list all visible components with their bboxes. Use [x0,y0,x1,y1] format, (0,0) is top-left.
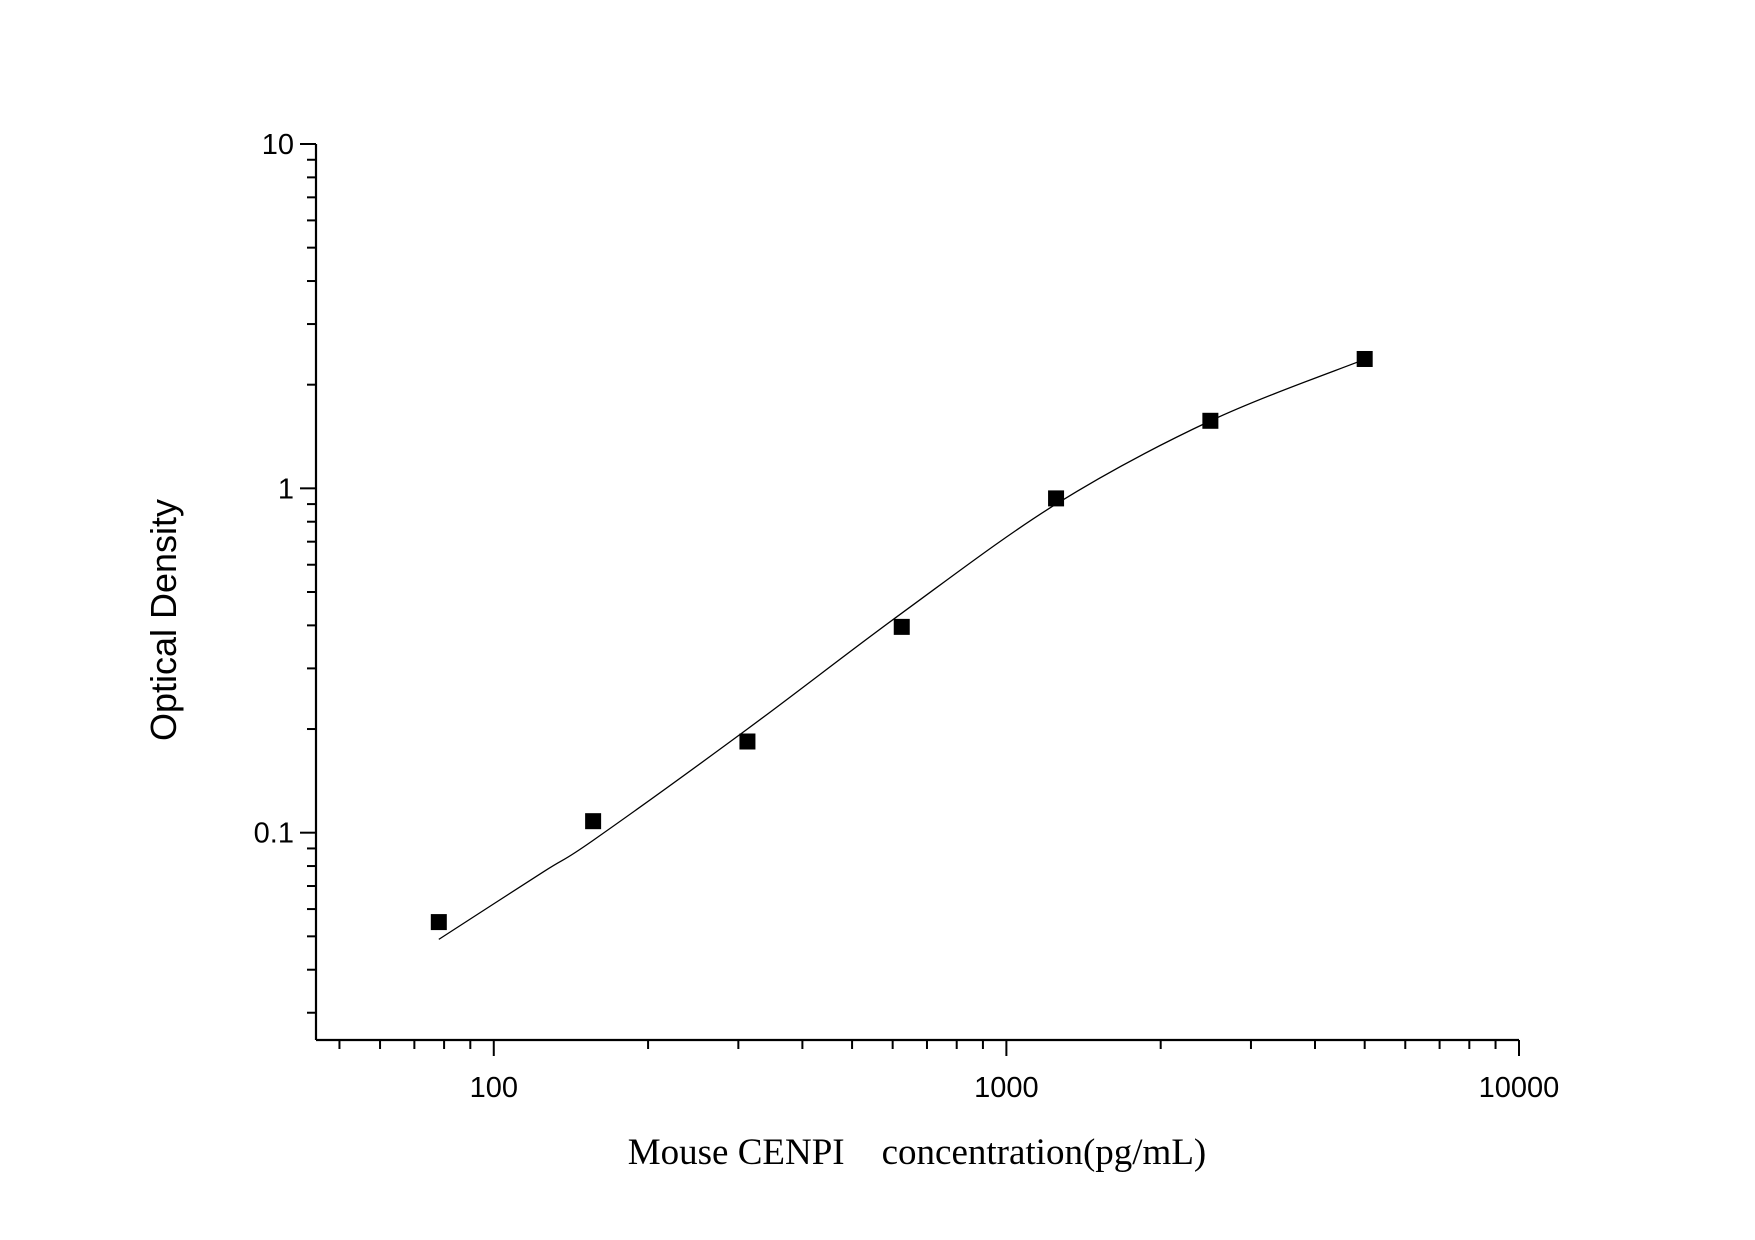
x-tick-label: 10000 [1479,1072,1560,1104]
axes [314,144,1519,1042]
data-point [1202,412,1219,429]
data-point [430,914,447,931]
fit-curve-group [438,358,1365,940]
data-point [893,618,910,635]
ticks: 100 1000 10000 0.1 1 10 [254,129,1560,1104]
x-tick-label: 1000 [974,1072,1039,1104]
data-point [1048,490,1065,507]
fit-curve [438,358,1365,940]
x-axis-label: Mouse CENPI concentration(pg/mL) [628,1132,1207,1173]
y-tick-label: 1 [278,473,294,505]
data-points [430,350,1373,931]
y-tick-label: 10 [262,129,294,161]
x-tick-label: 100 [470,1072,518,1104]
y-tick-label: 0.1 [254,818,294,850]
data-point [1356,350,1373,367]
data-point [739,733,756,750]
y-axis-label: Optical Density [143,499,184,741]
data-point [585,813,602,830]
